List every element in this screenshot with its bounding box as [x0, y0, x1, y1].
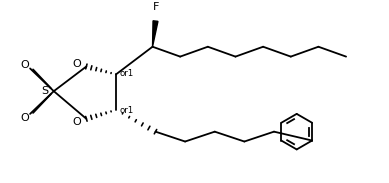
Text: O: O: [72, 117, 81, 127]
Polygon shape: [152, 21, 158, 47]
Text: S: S: [41, 86, 49, 96]
Text: F: F: [153, 2, 159, 12]
Text: O: O: [21, 59, 30, 70]
Text: or1: or1: [120, 69, 134, 78]
Text: O: O: [21, 113, 30, 123]
Text: or1: or1: [120, 107, 134, 115]
Text: O: O: [72, 59, 81, 68]
